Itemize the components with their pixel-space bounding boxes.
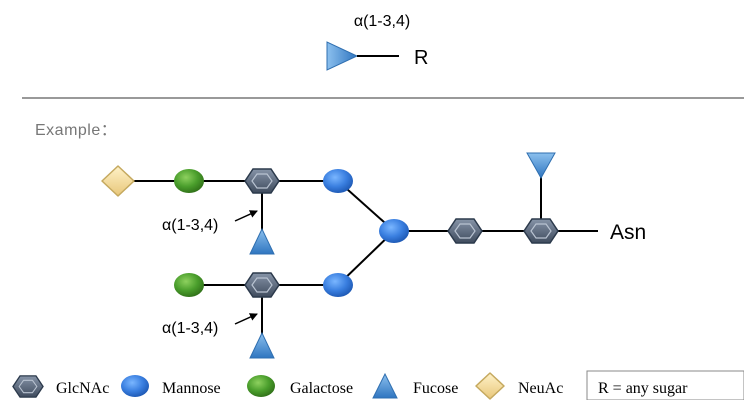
linkage-label-lower: α(1-3,4) (162, 320, 218, 337)
mannose-core-node (379, 219, 409, 243)
glcnac-lower-node (244, 272, 280, 298)
legend-label-galactose: Galactose (290, 380, 353, 397)
fucose-lower-node (249, 331, 275, 359)
legend-glcnac-icon (12, 375, 44, 398)
fucose-upper-node (249, 227, 275, 255)
mannose-upper-node (323, 169, 353, 193)
example-title: Example： (35, 122, 117, 139)
legend-note: R = any sugar (598, 380, 688, 397)
legend-fucose-icon (372, 372, 398, 399)
galactose-upper-node (174, 169, 204, 193)
legend-label-mannose: Mannose (162, 380, 221, 397)
header-fucose-icon (326, 41, 359, 71)
glcnac-core-node-1 (447, 218, 483, 244)
glcnac-core-node-2 (523, 218, 559, 244)
legend-galactose-icon (247, 375, 275, 397)
legend-label-glcnac: GlcNAc (56, 380, 109, 397)
legend: GlcNAc Mannose Galactose Fucose NeuAc R … (12, 370, 744, 400)
legend-note-box (586, 370, 744, 400)
legend-label-fucose: Fucose (413, 380, 458, 397)
legend-label-neuac: NeuAc (518, 380, 563, 397)
neuac-node (101, 165, 135, 197)
linkage-label-upper: α(1-3,4) (162, 217, 218, 234)
linkage-arrow-lower (234, 313, 258, 325)
fucose-core-node (526, 152, 556, 180)
glycan-bonds (118, 170, 598, 340)
mannose-lower-node (323, 273, 353, 297)
header-reducing-end-label: R (414, 47, 428, 69)
galactose-lower-node (174, 273, 204, 297)
legend-neuac-icon (475, 372, 505, 400)
legend-mannose-icon (121, 375, 149, 397)
asn-label: Asn (610, 221, 646, 244)
header-linkage-label: α(1-3,4) (354, 13, 410, 30)
glcnac-upper-node (244, 168, 280, 194)
linkage-arrow-upper (234, 210, 258, 222)
